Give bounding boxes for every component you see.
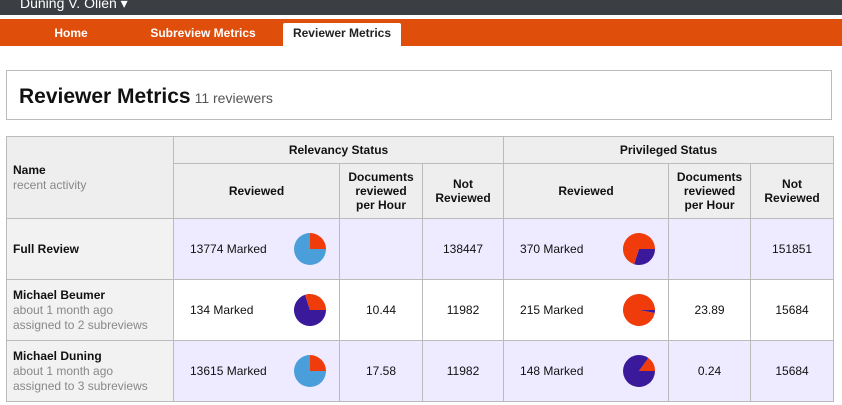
reviewer-detail: assigned to 2 subreviews	[13, 317, 148, 332]
pie-chart	[623, 355, 656, 387]
not-reviewed-cell: 138447	[421, 218, 505, 280]
not-reviewed-cell: 151851	[750, 218, 835, 280]
not-reviewed-cell: 15684	[750, 279, 835, 341]
per-hour-cell	[668, 218, 752, 280]
column-header: Reviewed	[503, 163, 670, 219]
reviewed-cell: 134 Marked	[173, 279, 340, 341]
per-hour-cell: 23.89	[668, 279, 752, 341]
reviewed-cell: 370 Marked	[503, 218, 670, 280]
reviewed-cell: 148 Marked	[503, 340, 670, 402]
reviewed-count: 13774 Marked	[190, 242, 267, 256]
reviewed-cell: 13774 Marked	[173, 218, 340, 280]
reviewed-box: 215 Marked	[504, 293, 668, 327]
group-header: Relevancy Status	[172, 136, 505, 164]
reviewer-row: Full Review 13774 Marked 138447 370 Marked 1…	[6, 218, 835, 280]
per-hour-cell: 10.44	[339, 279, 423, 341]
not-reviewed-cell: 11982	[421, 340, 505, 402]
per-hour-cell: 17.58	[339, 340, 423, 402]
column-header: Documents reviewed per Hour	[339, 163, 423, 219]
pie-slice	[310, 233, 326, 249]
user-menu[interactable]: Duning V. Olien ▾	[20, 0, 128, 11]
per-hour-cell: 0.24	[668, 340, 752, 402]
reviewed-box: 370 Marked	[504, 232, 668, 266]
pie-chart	[294, 294, 326, 326]
group-header: Privileged Status	[503, 136, 835, 164]
header-row: Name recent activity Relevancy Status Privi…	[6, 136, 835, 219]
reviewed-count: 148 Marked	[520, 364, 584, 378]
reviewed-count: 134 Marked	[190, 303, 254, 317]
name-header-text: Name	[13, 162, 46, 177]
column-header: Reviewed	[173, 163, 340, 219]
header-box: Reviewer Metrics 11 reviewers	[6, 70, 832, 120]
name-subheader: recent activity	[13, 177, 87, 192]
reviewed-count: 215 Marked	[520, 303, 584, 317]
reviewer-name: Michael Beumer	[13, 287, 106, 302]
pie-slice	[623, 233, 656, 265]
reviewed-cell: 13615 Marked	[173, 340, 340, 402]
per-hour-cell	[339, 218, 423, 280]
title-text: Reviewer Metrics	[19, 85, 191, 108]
pie-chart	[623, 233, 656, 265]
reviewed-box: 134 Marked	[174, 293, 339, 327]
reviewer-name: Michael Duning	[13, 348, 102, 363]
name-cell: Michael Duning about 1 month ago assigned …	[6, 340, 174, 402]
pie-slice	[305, 294, 326, 310]
metrics-table: Name recent activity Relevancy Status Privi…	[6, 136, 835, 402]
column-header: Not Reviewed	[750, 163, 835, 219]
column-header: Documents reviewed per Hour	[668, 163, 752, 219]
reviewer-detail: about 1 month ago	[13, 302, 114, 317]
reviewed-box: 148 Marked	[504, 354, 668, 388]
name-cell: Michael Beumer about 1 month ago assigned …	[6, 279, 174, 341]
pie-chart	[294, 233, 326, 265]
nav-tab[interactable]: Subreview Metrics	[150, 26, 256, 40]
not-reviewed-cell: 15684	[750, 340, 835, 402]
header-row: Reviewed Documents reviewed per Hour Not R…	[7, 163, 835, 219]
reviewed-count: 13615 Marked	[190, 364, 267, 378]
pie-slice	[639, 310, 656, 313]
reviewed-box: 13774 Marked	[174, 232, 339, 266]
page-title: Reviewer Metrics 11 reviewers	[19, 85, 273, 109]
reviewed-cell: 215 Marked	[503, 279, 670, 341]
top-bar: Duning V. Olien ▾	[0, 0, 842, 15]
name-header: Name recent activity	[6, 136, 174, 219]
pie-slice	[623, 294, 656, 326]
reviewer-detail: about 1 month ago	[13, 363, 114, 378]
reviewed-count: 370 Marked	[520, 242, 584, 256]
reviewer-detail: assigned to 3 subreviews	[13, 378, 148, 393]
reviewer-row: Michael Beumer about 1 month ago assigned …	[6, 279, 835, 341]
pie-slice	[634, 249, 656, 265]
name-cell: Full Review	[6, 218, 174, 280]
pie-slice	[310, 355, 326, 371]
pie-slice	[294, 294, 326, 326]
reviewer-name: Full Review	[13, 241, 80, 256]
not-reviewed-cell: 11982	[421, 279, 505, 341]
pie-chart	[623, 294, 656, 326]
pie-slice	[639, 358, 656, 371]
nav-bar: Home Subreview Metrics Reviewer Metrics	[0, 19, 842, 46]
reviewed-box: 13615 Marked	[174, 354, 339, 388]
reviewer-row: Michael Duning about 1 month ago assigned …	[6, 340, 835, 402]
nav-tab[interactable]: Home	[54, 26, 88, 40]
column-header: Not Reviewed	[421, 163, 505, 219]
nav-tab[interactable]: Reviewer Metrics	[283, 23, 401, 46]
subtitle: 11 reviewers	[194, 90, 273, 106]
pie-chart	[294, 355, 326, 387]
